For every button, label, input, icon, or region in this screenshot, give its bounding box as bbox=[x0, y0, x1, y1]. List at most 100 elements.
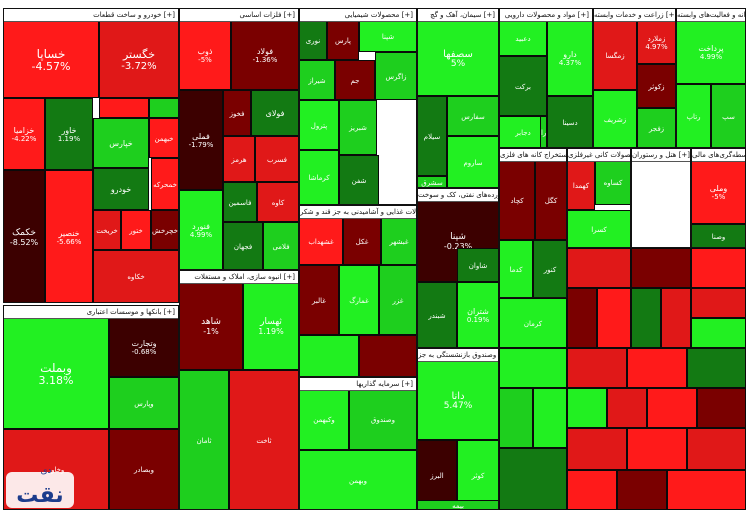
stock-tile[interactable]: خزامیا -4.22% bbox=[3, 98, 45, 170]
stock-symbol: کدما bbox=[509, 265, 523, 274]
stock-tile[interactable]: فجهان bbox=[223, 222, 263, 270]
stock-tile[interactable]: دجابر bbox=[499, 116, 547, 148]
sector-block[interactable]: فراورده‌های نفتی، کک و سوخت [+] bbox=[417, 188, 499, 348]
stock-symbol: شتران bbox=[467, 307, 489, 316]
sector-block[interactable]: فلزات اساسی [+] bbox=[179, 8, 299, 270]
sector-title[interactable]: هتل و رستوران [+] bbox=[632, 149, 690, 162]
stock-tile[interactable]: کچاد bbox=[499, 160, 535, 240]
stock-tile[interactable]: کرمان bbox=[499, 298, 567, 348]
stock-tile[interactable]: فولای bbox=[251, 90, 299, 136]
sector-title[interactable]: مواد و محصولات دارویی [+] bbox=[500, 9, 592, 22]
sector-title[interactable]: سایر محصولات کانی غیرفلزی [+] bbox=[568, 149, 630, 162]
stock-tile[interactable]: وبملت 3.18% bbox=[3, 317, 109, 429]
stock-tile[interactable]: غکل bbox=[343, 217, 381, 265]
sector-title[interactable]: زراعت و خدمات وابسته [+] bbox=[594, 9, 675, 22]
sector-block[interactable]: بانکها و موسسات اعتباری [+] bbox=[3, 305, 179, 510]
stock-tile[interactable]: خنصیر -5.66% bbox=[45, 170, 93, 303]
stock-tile[interactable]: البرز bbox=[417, 440, 457, 510]
sector-block[interactable]: سیمان، آهک و گچ [+] bbox=[417, 8, 499, 188]
treemap-cell bbox=[667, 470, 746, 510]
stock-tile[interactable]: خودرو bbox=[93, 168, 149, 210]
sector-block[interactable]: سرمایه گذاریها [+] bbox=[299, 377, 417, 510]
sector-block[interactable]: سایر محصولات کانی غیرفلزی [+] bbox=[567, 148, 631, 248]
stock-tile[interactable]: غالبر bbox=[299, 265, 339, 335]
stock-tile[interactable]: خکاوه bbox=[93, 250, 179, 303]
sector-block[interactable]: محصولات شیمیایی [+] bbox=[299, 8, 417, 205]
stock-tile[interactable]: کگل bbox=[535, 160, 567, 240]
stock-tile[interactable]: شبریز bbox=[339, 100, 377, 155]
stock-tile[interactable]: ختور bbox=[121, 210, 151, 250]
stock-tile[interactable]: فاسمین bbox=[223, 182, 257, 222]
sector-block[interactable]: سایر واسطه‌گری‌های مالی [+] bbox=[691, 148, 746, 248]
stock-tile[interactable]: کاوه bbox=[257, 182, 299, 222]
sector-block[interactable]: انبوه سازی، املاک و مستغلات [+] bbox=[179, 270, 299, 510]
stock-tile[interactable]: برکت bbox=[499, 56, 547, 116]
sector-block[interactable]: خودرو و ساخت قطعات [+] bbox=[3, 8, 179, 303]
stock-tile[interactable]: وصندوق bbox=[349, 389, 417, 450]
stock-tile[interactable]: جم bbox=[335, 60, 375, 100]
stock-tile[interactable]: سپ bbox=[711, 84, 746, 148]
stock-tile[interactable]: خساپا -4.57% bbox=[3, 20, 99, 98]
stock-symbol: زکوثر bbox=[648, 82, 665, 91]
stock-tile[interactable]: سفارس bbox=[447, 96, 499, 136]
stock-tile[interactable]: خریخت bbox=[93, 210, 121, 250]
stock-tile[interactable]: وبصادر bbox=[109, 429, 179, 510]
sector-block[interactable]: محصولات غذایی و آشامیدنی به جز قند و شکر… bbox=[299, 205, 417, 377]
stock-tile[interactable]: وتجارت -0.68% bbox=[109, 317, 179, 377]
stock-tile[interactable]: دسینا bbox=[547, 96, 593, 148]
stock-tile[interactable]: نوری bbox=[299, 20, 327, 60]
treemap-cell bbox=[691, 318, 746, 348]
stock-tile[interactable]: شاوان bbox=[457, 248, 499, 282]
stock-change: 3.18% bbox=[38, 374, 74, 387]
sector-block[interactable]: سیمه وصندوق بازنشستگی به جز [+] bbox=[417, 348, 499, 510]
stock-tile[interactable]: فملی -1.79% bbox=[179, 90, 223, 190]
stock-tile[interactable]: زاگرس bbox=[375, 52, 417, 100]
stock-tile[interactable]: وملی -5% bbox=[691, 160, 746, 224]
sector-title[interactable]: بانکها و موسسات اعتباری [+] bbox=[4, 306, 178, 319]
stock-tile[interactable]: شتران 0.19% bbox=[457, 282, 499, 348]
stock-tile[interactable]: خگستر -3.72% bbox=[99, 20, 179, 98]
sector-title[interactable]: سیمه وصندوق بازنشستگی به جز [+] bbox=[418, 349, 498, 362]
sector-title[interactable]: محصولات غذایی و آشامیدنی به جز قند و شکر… bbox=[300, 206, 416, 219]
stock-tile[interactable]: خکمک -8.52% bbox=[3, 170, 45, 303]
stock-tile[interactable]: ثهسار 1.19% bbox=[243, 282, 299, 370]
stock-tile[interactable]: خپارس bbox=[93, 118, 149, 168]
sector-title[interactable]: سایر واسطه‌گری‌های مالی [+] bbox=[692, 149, 745, 162]
stock-tile[interactable]: شاهد -1% bbox=[179, 282, 243, 370]
sector-block[interactable]: هتل و رستوران [+] bbox=[631, 148, 691, 248]
sector-block[interactable]: استخراج کانه های فلزی [+] bbox=[499, 148, 567, 298]
stock-tile[interactable]: ذوب -5% bbox=[179, 20, 231, 90]
sector-title[interactable]: فلزات اساسی [+] bbox=[180, 9, 298, 22]
stock-tile[interactable]: کنور bbox=[533, 240, 567, 298]
stock-tile[interactable]: کدما bbox=[499, 240, 533, 298]
treemap-cell bbox=[567, 470, 617, 510]
stock-tile[interactable]: فخوز bbox=[223, 90, 251, 136]
sector-title[interactable]: فراورده‌های نفتی، کک و سوخت [+] bbox=[418, 189, 498, 202]
sector-title[interactable]: رایانه و فعالیت‌های وابسته [+] bbox=[677, 9, 745, 22]
stock-tile[interactable]: سصفها 5% bbox=[417, 20, 499, 96]
stock-tile[interactable]: شبندر bbox=[417, 282, 457, 348]
stock-symbol: شاهد bbox=[201, 317, 221, 327]
stock-change: -1.36% bbox=[252, 56, 278, 64]
stock-tile[interactable]: غمارگ bbox=[339, 265, 379, 335]
stock-tile[interactable]: شفن bbox=[339, 155, 379, 205]
stock-tile[interactable]: رتاپ bbox=[676, 84, 711, 148]
sector-block[interactable]: رایانه و فعالیت‌های وابسته [+] bbox=[676, 8, 746, 148]
sector-block[interactable]: مواد و محصولات دارویی [+] bbox=[499, 8, 593, 148]
sector-block[interactable]: زراعت و خدمات وابسته [+] bbox=[593, 8, 676, 148]
treemap-cell bbox=[99, 98, 149, 118]
stock-tile[interactable]: پارس bbox=[327, 20, 359, 60]
sector-title[interactable]: محصولات شیمیایی [+] bbox=[300, 9, 416, 22]
stock-tile[interactable]: ساروم bbox=[447, 136, 499, 188]
sector-title[interactable]: انبوه سازی، املاک و مستغلات [+] bbox=[180, 271, 298, 284]
stock-tile[interactable]: خبهمن bbox=[149, 118, 179, 158]
stock-tile[interactable]: فولاد -1.36% bbox=[231, 20, 299, 90]
sector-title[interactable]: سیمان، آهک و گچ [+] bbox=[418, 9, 498, 22]
stock-tile[interactable]: خاور 1.19% bbox=[45, 98, 93, 170]
sector-title[interactable]: استخراج کانه های فلزی [+] bbox=[500, 149, 566, 162]
treemap-cell bbox=[567, 288, 597, 348]
sector-title[interactable]: سرمایه گذاریها [+] bbox=[300, 378, 416, 391]
sector-title[interactable]: خودرو و ساخت قطعات [+] bbox=[4, 9, 178, 22]
stock-tile[interactable]: سیلام bbox=[417, 96, 447, 176]
stock-tile[interactable]: هرمز bbox=[223, 136, 255, 182]
